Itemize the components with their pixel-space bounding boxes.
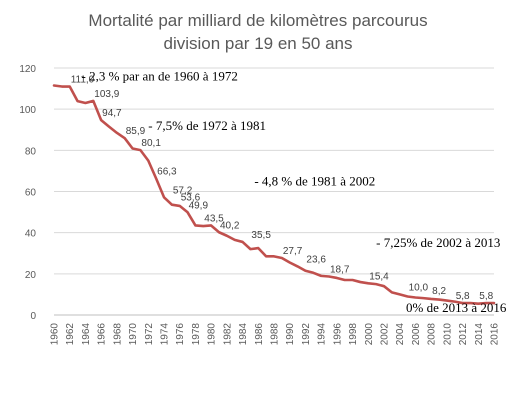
y-tick-label: 0: [30, 311, 36, 322]
data-label: 18,7: [330, 265, 350, 276]
x-tick-label: 1972: [144, 323, 155, 346]
mortality-series-line: [52, 84, 496, 305]
x-tick-label: 2014: [474, 323, 485, 346]
data-label: 43,5: [204, 213, 224, 224]
data-label: 94,7: [102, 108, 122, 119]
x-tick-label: 2000: [364, 323, 375, 346]
data-label: 49,9: [189, 200, 209, 211]
x-tick-label: 2002: [380, 323, 391, 346]
x-tick-label: 1966: [97, 323, 108, 346]
x-tick-label: 2016: [490, 323, 501, 346]
x-tick-label: 1988: [270, 323, 281, 346]
x-tick-label: 1964: [81, 323, 92, 346]
y-tick-label: 100: [19, 105, 36, 116]
data-label: 23,6: [306, 254, 326, 265]
data-label: 103,9: [94, 89, 119, 100]
data-label: 57,2: [173, 185, 193, 196]
annotations: - 2,3 % par an de 1960 à 1972 - 7,5% de 1…: [82, 68, 507, 315]
x-tick-label: 1974: [160, 323, 171, 346]
annotation-text: - 2,3 % par an de 1960 à 1972: [82, 68, 238, 83]
x-tick-label: 1978: [191, 323, 202, 346]
x-tick-label: 2006: [411, 323, 422, 346]
data-label: 15,4: [369, 271, 389, 282]
data-label: 80,1: [141, 138, 161, 149]
x-tick-label: 1980: [207, 323, 218, 346]
x-tick-label: 1998: [348, 323, 359, 346]
y-axis-ticks: 0 20 40 60 80 100 120: [19, 64, 36, 322]
x-tick-label: 1994: [317, 323, 328, 346]
y-tick-label: 120: [19, 64, 36, 75]
data-label: 5,8: [456, 291, 470, 302]
x-tick-label: 1976: [175, 323, 186, 346]
data-label: 5,8: [479, 291, 493, 302]
x-tick-label: 2012: [458, 323, 469, 346]
x-tick-label: 1968: [112, 323, 123, 346]
annotation-text: - 7,5% de 1972 à 1981: [148, 118, 266, 133]
data-label: 111,0: [71, 75, 95, 86]
x-tick-label: 1986: [254, 323, 265, 346]
chart-title-line-1: Mortalité par milliard de kilomètres par…: [88, 11, 427, 30]
y-tick-label: 60: [25, 188, 37, 199]
chart-title-line-2: division par 19 en 50 ans: [163, 34, 352, 53]
data-label: 35,5: [251, 230, 271, 241]
x-tick-label: 2010: [442, 323, 453, 346]
x-tick-label: 1984: [238, 323, 249, 346]
x-axis-ticks: 1960 1962 1964 1966 1968 1970 1972 1974 1976 1978…: [50, 323, 501, 346]
data-label: 8,2: [432, 286, 446, 297]
x-tick-label: 1962: [65, 323, 76, 346]
data-label: 85,9: [126, 126, 146, 137]
data-label: 10,0: [409, 282, 429, 293]
data-label: 53,6: [181, 193, 201, 204]
x-tick-label: 2008: [427, 323, 438, 346]
y-tick-label: 20: [25, 270, 37, 281]
x-tick-label: 1992: [301, 323, 312, 346]
y-tick-label: 80: [25, 146, 37, 157]
y-tick-label: 40: [25, 229, 37, 240]
data-labels: 111,0 103,9 94,7 85,980,1 66,3 57,253,649,9 43…: [71, 75, 494, 303]
annotation-text: 0% de 2013 à 2016: [406, 300, 507, 315]
x-tick-label: 1996: [332, 323, 343, 346]
data-label: 27,7: [283, 246, 303, 257]
x-tick-label: 2004: [395, 323, 406, 346]
annotation-text: - 7,25% de 2002 à 2013: [376, 235, 500, 250]
x-tick-label: 1960: [50, 323, 61, 346]
series-line: [52, 84, 496, 305]
data-label: 40,2: [220, 220, 240, 231]
x-tick-label: 1982: [222, 323, 233, 346]
x-tick-label: 1990: [285, 323, 296, 346]
data-label: 66,3: [157, 167, 177, 178]
gridlines: [54, 67, 494, 316]
annotation-text: - 4,8 % de 1981 à 2002: [254, 173, 375, 188]
x-tick-label: 1970: [128, 323, 139, 346]
